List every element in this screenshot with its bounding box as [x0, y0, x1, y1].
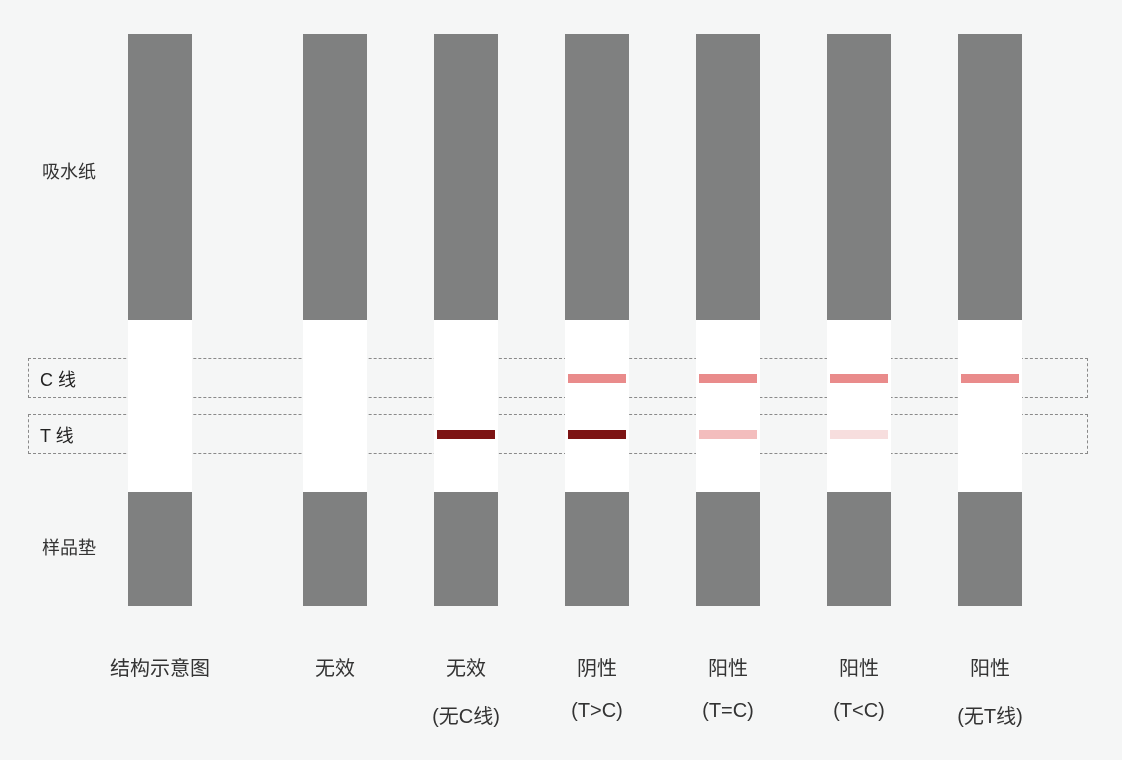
strip-caption-detail: (T>C) [571, 700, 623, 723]
diagram-root: { "canvas": { "width": 1122, "height": 7… [0, 0, 1122, 760]
label-absorb: 吸水纸 [42, 158, 96, 184]
strip-caption: 阳性 [970, 652, 1010, 681]
strip-caption-detail: (无T线) [957, 700, 1023, 729]
strip-gray-top [696, 34, 760, 320]
strip-gray-top [434, 34, 498, 320]
t-band [568, 430, 626, 439]
strip-white-mid [827, 320, 891, 492]
strip-gray-bottom [565, 492, 629, 606]
strip-gray-bottom [958, 492, 1022, 606]
test-strip [565, 34, 629, 606]
test-strip [958, 34, 1022, 606]
c-band [961, 374, 1019, 383]
label-sample: 样品垫 [42, 534, 96, 560]
strip-white-mid [128, 320, 192, 492]
label-c-line: C 线 [40, 366, 76, 392]
strip-gray-top [827, 34, 891, 320]
strip-caption-detail: (T=C) [702, 700, 754, 723]
test-strip [128, 34, 192, 606]
strip-gray-top [128, 34, 192, 320]
strip-gray-bottom [128, 492, 192, 606]
t-band [437, 430, 495, 439]
strip-white-mid [958, 320, 1022, 492]
t-band [699, 430, 757, 439]
strip-caption-detail: (无C线) [432, 700, 500, 729]
strip-caption-detail: (T<C) [833, 700, 885, 723]
c-band [568, 374, 626, 383]
strip-caption: 无效 [315, 652, 355, 681]
strip-white-mid [565, 320, 629, 492]
strip-caption: 结构示意图 [110, 652, 210, 681]
t-band [830, 430, 888, 439]
strip-gray-bottom [827, 492, 891, 606]
strip-white-mid [303, 320, 367, 492]
c-band [830, 374, 888, 383]
strip-white-mid [696, 320, 760, 492]
test-strip [303, 34, 367, 606]
label-t-line: T 线 [40, 422, 74, 448]
test-strip [696, 34, 760, 606]
strip-caption: 阳性 [839, 652, 879, 681]
strip-white-mid [434, 320, 498, 492]
strip-gray-top [303, 34, 367, 320]
strip-gray-top [958, 34, 1022, 320]
c-band [699, 374, 757, 383]
strip-caption: 无效 [446, 652, 486, 681]
test-strip [827, 34, 891, 606]
strip-gray-bottom [303, 492, 367, 606]
strip-gray-top [565, 34, 629, 320]
test-strip [434, 34, 498, 606]
strip-caption: 阴性 [577, 652, 617, 681]
strip-gray-bottom [434, 492, 498, 606]
strip-gray-bottom [696, 492, 760, 606]
strip-caption: 阳性 [708, 652, 748, 681]
